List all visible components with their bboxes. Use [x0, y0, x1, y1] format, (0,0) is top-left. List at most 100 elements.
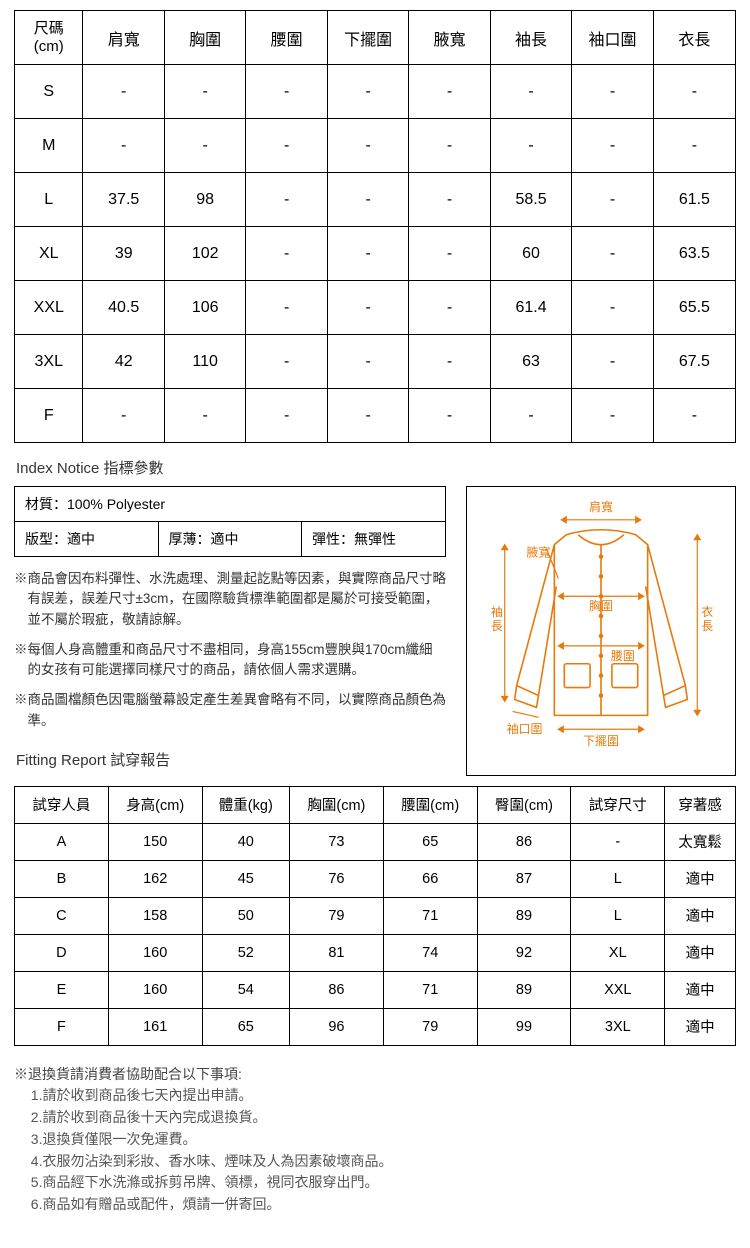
table-cell: 99 — [477, 1008, 571, 1045]
table-cell: - — [572, 173, 653, 227]
table-row: A15040736586-太寬鬆 — [15, 823, 736, 860]
table-cell: - — [164, 389, 245, 443]
table-cell: 3XL — [15, 335, 83, 389]
table-cell: 太寬鬆 — [665, 823, 736, 860]
table-cell: 適中 — [665, 934, 736, 971]
dg-shoulder: 肩寬 — [589, 500, 613, 514]
table-cell: - — [327, 281, 408, 335]
return-item-6: 6.商品如有贈品或配件，煩請一併寄回。 — [31, 1194, 736, 1216]
table-cell: 162 — [108, 860, 202, 897]
table-row: S-------- — [15, 65, 736, 119]
col-bust: 胸圍 — [164, 11, 245, 65]
spec-notes: ※商品會因布料彈性、水洗處理、測量起訖點等因素，與實際商品尺寸略有誤差，誤差尺寸… — [14, 569, 446, 731]
table-cell: - — [571, 823, 665, 860]
table-cell: - — [327, 227, 408, 281]
table-cell: 63.5 — [653, 227, 735, 281]
table-cell: - — [327, 119, 408, 173]
table-cell: - — [327, 389, 408, 443]
table-cell: 60 — [490, 227, 571, 281]
table-cell: 65.5 — [653, 281, 735, 335]
table-cell: L — [15, 173, 83, 227]
col-sleeve: 袖長 — [490, 11, 571, 65]
table-cell: 65 — [202, 1008, 289, 1045]
table-cell: 3XL — [571, 1008, 665, 1045]
table-cell: - — [653, 65, 735, 119]
table-cell: B — [15, 860, 109, 897]
table-cell: 適中 — [665, 1008, 736, 1045]
return-item-1: 1.請於收到商品後七天內提出申請。 — [31, 1085, 736, 1107]
table-cell: 76 — [290, 860, 384, 897]
table-cell: - — [490, 119, 571, 173]
table-cell: - — [246, 335, 327, 389]
table-cell: 52 — [202, 934, 289, 971]
table-cell: XXL — [15, 281, 83, 335]
table-cell: 96 — [290, 1008, 384, 1045]
table-cell: 54 — [202, 971, 289, 1008]
table-cell: - — [490, 65, 571, 119]
table-cell: 79 — [290, 897, 384, 934]
dg-cuff: 袖口圍 — [507, 722, 543, 736]
table-cell: 74 — [383, 934, 477, 971]
col-size: 尺碼 (cm) — [15, 11, 83, 65]
table-cell: 106 — [164, 281, 245, 335]
dg-armhole: 腋寬 — [527, 546, 551, 560]
table-cell: XXL — [571, 971, 665, 1008]
table-cell: 86 — [290, 971, 384, 1008]
dg-length: 衣長 — [701, 605, 713, 633]
table-cell: 73 — [290, 823, 384, 860]
table-cell: 37.5 — [83, 173, 164, 227]
table-row: E16054867189XXL適中 — [15, 971, 736, 1008]
return-item-3: 3.退換貨僅限一次免運費。 — [31, 1129, 736, 1151]
table-cell: 110 — [164, 335, 245, 389]
table-cell: - — [246, 65, 327, 119]
return-title: ※退換貨請消費者協助配合以下事項: — [14, 1064, 736, 1086]
col-armhole: 腋寬 — [409, 11, 490, 65]
col-hem: 下擺圍 — [327, 11, 408, 65]
col-shoulder: 肩寬 — [83, 11, 164, 65]
table-cell: - — [409, 227, 490, 281]
ft-col-person: 試穿人員 — [15, 786, 109, 823]
table-cell: 63 — [490, 335, 571, 389]
table-cell: 98 — [164, 173, 245, 227]
ft-col-bust: 胸圍(cm) — [290, 786, 384, 823]
table-cell: - — [164, 119, 245, 173]
table-cell: - — [409, 335, 490, 389]
table-cell: 92 — [477, 934, 571, 971]
table-cell: - — [572, 335, 653, 389]
table-cell: 40 — [202, 823, 289, 860]
fitting-title: Fitting Report 試穿報告 — [16, 749, 446, 770]
return-item-5: 5.商品經下水洗滌或拆剪吊牌、領標，視同衣服穿出門。 — [31, 1172, 736, 1194]
table-cell: 160 — [108, 934, 202, 971]
table-cell: 39 — [83, 227, 164, 281]
table-cell: F — [15, 1008, 109, 1045]
ft-col-height: 身高(cm) — [108, 786, 202, 823]
table-cell: - — [246, 173, 327, 227]
table-row: C15850797189L適中 — [15, 897, 736, 934]
size-table-header: 尺碼 (cm) 肩寬 胸圍 腰圍 下擺圍 腋寬 袖長 袖口圍 衣長 — [15, 11, 736, 65]
size-table: 尺碼 (cm) 肩寬 胸圍 腰圍 下擺圍 腋寬 袖長 袖口圍 衣長 S-----… — [14, 10, 736, 443]
table-cell: 161 — [108, 1008, 202, 1045]
table-cell: - — [409, 65, 490, 119]
table-cell: 81 — [290, 934, 384, 971]
table-row: L37.598---58.5-61.5 — [15, 173, 736, 227]
table-cell: 150 — [108, 823, 202, 860]
table-cell: 42 — [83, 335, 164, 389]
table-cell: - — [327, 65, 408, 119]
table-cell: 102 — [164, 227, 245, 281]
table-cell: 50 — [202, 897, 289, 934]
table-cell: 87 — [477, 860, 571, 897]
spec-material: 材質：100% Polyester — [15, 487, 446, 522]
spec-stretch: 彈性：無彈性 — [302, 522, 446, 557]
table-row: B16245766687L適中 — [15, 860, 736, 897]
col-cuff: 袖口圍 — [572, 11, 653, 65]
table-cell: - — [572, 119, 653, 173]
table-cell: 71 — [383, 897, 477, 934]
table-cell: 71 — [383, 971, 477, 1008]
table-cell: - — [572, 227, 653, 281]
table-cell: 158 — [108, 897, 202, 934]
table-cell: - — [490, 389, 571, 443]
return-notes: ※退換貨請消費者協助配合以下事項: 1.請於收到商品後七天內提出申請。 2.請於… — [14, 1064, 736, 1216]
return-item-4: 4.衣服勿沾染到彩妝、香水味、煙味及人為因素破壞商品。 — [31, 1151, 736, 1173]
dg-waist: 腰圍 — [611, 649, 635, 663]
table-cell: 適中 — [665, 897, 736, 934]
